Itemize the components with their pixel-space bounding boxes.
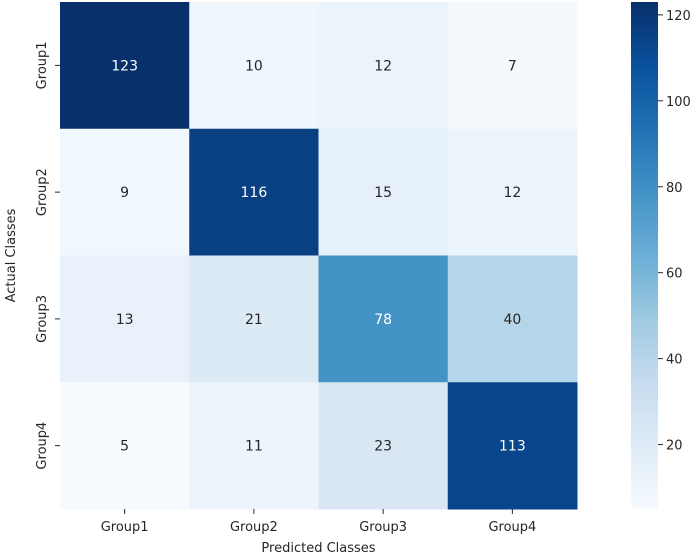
cell-value-label: 113	[499, 439, 526, 455]
cell-value-label: 13	[116, 312, 134, 328]
x-axis-label: Predicted Classes	[261, 541, 375, 556]
y-axis-label: Actual Classes	[4, 208, 19, 302]
colorbar-tick-label: 40	[666, 353, 683, 368]
heatmap-cell	[447, 255, 578, 383]
heatmap-cell	[189, 128, 319, 256]
cell-value-label: 15	[374, 185, 392, 201]
heatmap-cell-labels: 123 10 12 7 9 116 15 12 13 21 78 40 5 11 23 113	[111, 58, 525, 454]
colorbar-tick-label: 100	[666, 95, 691, 110]
heatmap-cell	[447, 2, 578, 130]
cell-value-label: 23	[374, 439, 392, 455]
cell-value-label: 40	[503, 312, 521, 328]
heatmap-cell	[318, 382, 449, 510]
cell-value-label: 7	[508, 58, 517, 74]
heatmap-cell	[189, 2, 319, 130]
x-tick-label: Group2	[230, 520, 278, 535]
cell-value-label: 21	[245, 312, 263, 328]
heatmap-cells	[60, 2, 578, 510]
colorbar-tick-label: 120	[666, 9, 691, 24]
colorbar	[631, 2, 658, 509]
colorbar-tick-label: 20	[666, 439, 683, 454]
cell-value-label: 11	[245, 439, 263, 455]
y-tick-label: Group4	[35, 422, 50, 470]
x-tick-label: Group1	[101, 520, 149, 535]
heatmap-cell	[60, 128, 190, 256]
cell-value-label: 12	[503, 185, 521, 201]
x-tick-label: Group4	[488, 520, 536, 535]
cell-value-label: 116	[241, 185, 268, 201]
heatmap-cell	[60, 255, 190, 383]
cell-value-label: 123	[111, 58, 138, 74]
heatmap-cell	[447, 382, 578, 510]
heatmap-cell	[447, 128, 578, 256]
y-tick-label: Group1	[35, 41, 50, 89]
heatmap-cell	[189, 382, 319, 510]
heatmap-cell	[318, 255, 449, 383]
y-axis-ticks: Group1 Group2 Group3 Group4	[35, 41, 60, 470]
cell-value-label: 10	[245, 58, 263, 74]
colorbar-ticks: 20 40 60 80 100 120	[658, 9, 691, 454]
y-tick-label: Group2	[35, 168, 50, 216]
heatmap-cell	[189, 255, 319, 383]
x-axis-ticks: Group1 Group2 Group3 Group4	[101, 509, 536, 535]
colorbar-tick-label: 60	[666, 267, 683, 282]
heatmap-cell	[318, 2, 449, 130]
x-tick-label: Group3	[359, 520, 407, 535]
heatmap-cell	[60, 382, 190, 510]
heatmap-cell	[60, 2, 190, 130]
cell-value-label: 5	[120, 439, 129, 455]
cell-value-label: 9	[120, 185, 129, 201]
cell-value-label: 78	[374, 312, 392, 328]
y-tick-label: Group3	[35, 295, 50, 343]
colorbar-tick-label: 80	[666, 181, 683, 196]
heatmap-cell	[318, 128, 449, 256]
cell-value-label: 12	[374, 58, 392, 74]
